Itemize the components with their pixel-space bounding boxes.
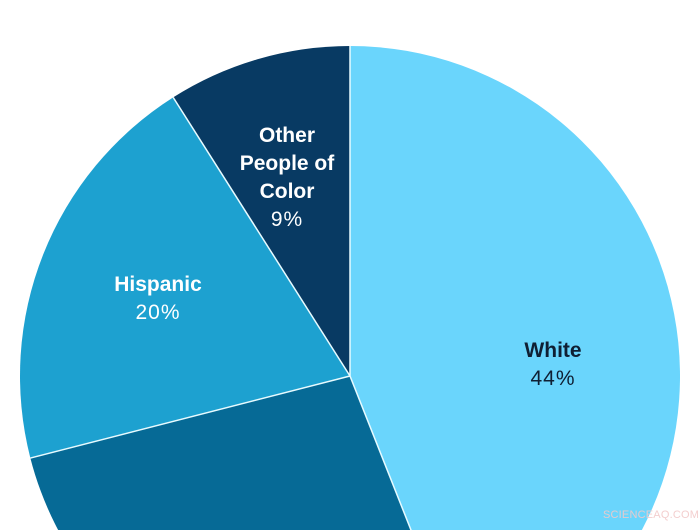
pie-slice-hispanic — [19, 97, 350, 459]
pie-slice-other-people-of-color — [173, 46, 350, 376]
slice-name: Other People of Color — [239, 124, 335, 203]
slice-separator — [172, 96, 351, 377]
watermark: SCIENCEAQ.COM — [603, 509, 700, 521]
slice-separator — [30, 375, 351, 459]
slice-percent: 9% — [270, 208, 304, 231]
slice-label-white: White 44% — [488, 337, 618, 393]
slice-percent: 20% — [135, 301, 181, 324]
slice-label-hispanic: Hispanic 20% — [88, 271, 228, 327]
slice-separator — [349, 375, 412, 530]
pie-slice-unlabeled — [30, 376, 411, 530]
pie-slice-white — [350, 46, 680, 530]
slice-label-other-people-of-color: Other People of Color 9% — [222, 122, 352, 234]
slice-name: Hispanic — [114, 273, 202, 296]
slice-percent: 44% — [530, 367, 576, 390]
slice-name: White — [524, 339, 582, 362]
